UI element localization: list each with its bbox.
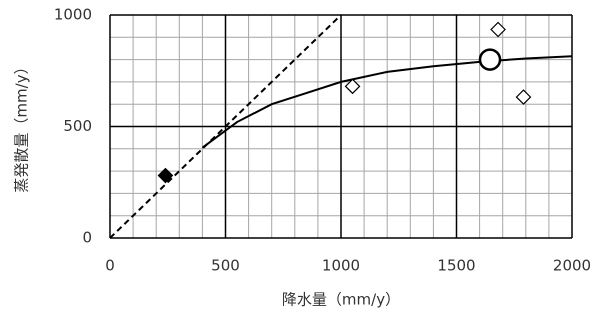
dashed-line xyxy=(109,14,342,239)
line xyxy=(201,55,573,149)
diamond-marker xyxy=(490,21,506,38)
y-axis-label: 蒸発散量（mm/y） xyxy=(13,59,31,192)
x-axis-label: 降水量（mm/y） xyxy=(282,291,400,309)
y-tick-label: 500 xyxy=(63,117,92,135)
x-tick-label: 1000 xyxy=(322,257,360,275)
y-tick-label: 0 xyxy=(82,229,92,247)
x-tick-label: 2000 xyxy=(553,257,591,275)
diamond-marker xyxy=(157,167,174,184)
diamond-marker xyxy=(515,89,532,105)
circle-marker xyxy=(478,48,502,71)
x-tick-label: 0 xyxy=(105,257,115,275)
x-tick-label: 500 xyxy=(211,257,240,275)
y-tick-label: 1000 xyxy=(54,6,92,24)
diamond-marker xyxy=(344,78,361,95)
x-tick-label: 1500 xyxy=(437,257,475,275)
